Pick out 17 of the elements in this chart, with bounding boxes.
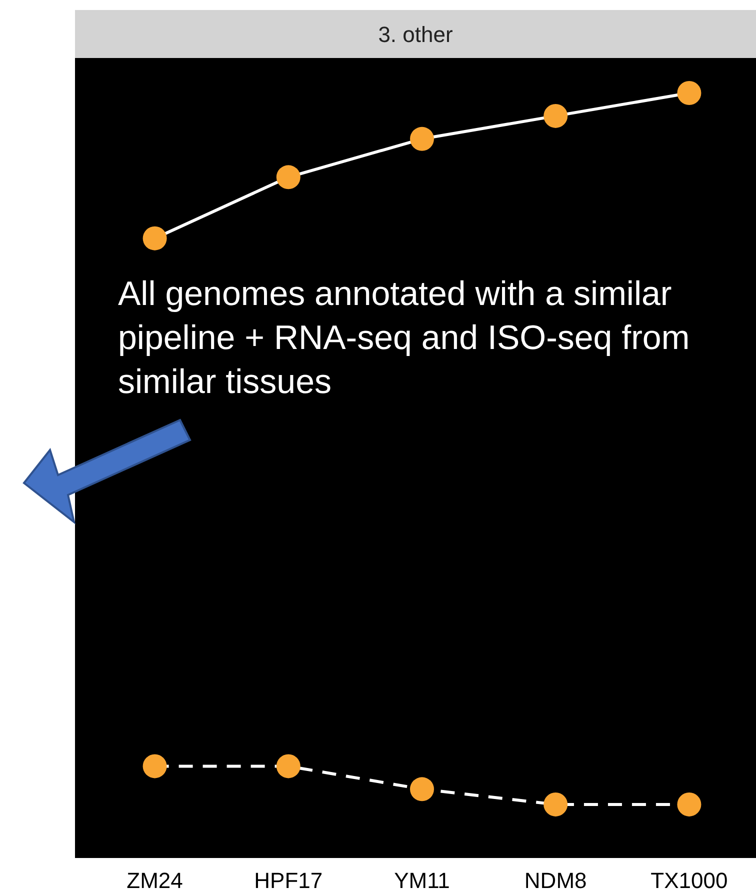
point <box>410 126 434 151</box>
x-tick-label: HPF17 <box>254 868 323 893</box>
annotation: All genomes annotated with a similar pipeline + RNA-seq and ISO-seq from similar tissues <box>118 274 691 403</box>
point <box>276 165 300 190</box>
point <box>544 104 568 128</box>
x-tick-label: YM11 <box>394 868 450 893</box>
x-tick-label: ZM24 <box>126 868 183 893</box>
chart-title: 3. other <box>378 22 453 47</box>
point <box>677 792 702 816</box>
point <box>544 792 568 816</box>
point <box>142 226 167 250</box>
x-tick-label: TX1000 <box>650 868 728 893</box>
point <box>677 81 702 105</box>
x-tick-label: NDM8 <box>524 868 587 893</box>
point <box>410 777 434 802</box>
point <box>142 754 167 778</box>
point <box>276 754 300 778</box>
